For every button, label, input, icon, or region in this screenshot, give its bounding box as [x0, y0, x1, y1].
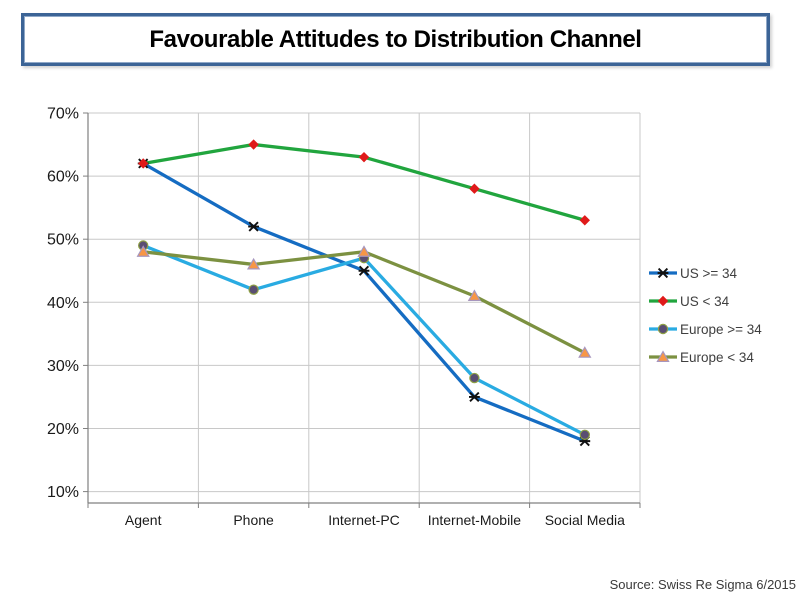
legend-swatch	[649, 295, 677, 307]
circle-marker	[469, 372, 480, 384]
y-axis-tick-label: 60%	[47, 169, 79, 186]
y-axis-tick-label: 70%	[47, 106, 79, 123]
y-axis-tick-label: 30%	[47, 358, 79, 375]
triangle-marker	[357, 245, 371, 257]
diamond-marker	[469, 183, 480, 194]
triangle-marker	[578, 346, 592, 358]
source-note: Source: Swiss Re Sigma 6/2015	[609, 577, 796, 592]
legend-item: Europe < 34	[648, 343, 762, 371]
legend-item: US < 34	[648, 287, 762, 315]
triangle-marker	[246, 257, 261, 270]
y-axis-tick-label: 40%	[47, 295, 79, 312]
diamond-marker	[138, 158, 149, 169]
x-axis-category-label: Phone	[233, 512, 274, 528]
triangle-marker	[656, 350, 670, 362]
x-marker	[248, 221, 259, 232]
triangle-marker	[467, 289, 482, 301]
series-line	[141, 243, 587, 437]
diamond-marker	[248, 139, 259, 150]
legend-item: Europe >= 34	[648, 315, 762, 343]
x-axis-category-label: Internet-Mobile	[428, 512, 522, 528]
diamond-marker	[657, 295, 669, 307]
diamond-marker	[579, 215, 590, 226]
y-axis-tick-label: 20%	[47, 421, 79, 438]
legend-swatch	[649, 267, 677, 279]
chart-title: Favourable Attitudes to Distribution Cha…	[149, 25, 642, 53]
legend-item: US >= 34	[648, 259, 762, 287]
legend-swatch	[649, 323, 677, 335]
legend-label: Europe >= 34	[680, 321, 762, 337]
legend-label: Europe < 34	[680, 349, 754, 365]
x-axis-category-label: Internet-PC	[328, 512, 400, 528]
x-axis-category-label: Agent	[125, 512, 162, 528]
circle-marker	[248, 284, 259, 295]
chart-title-box: Favourable Attitudes to Distribution Cha…	[21, 13, 770, 66]
x-marker	[358, 265, 370, 276]
y-axis-tick-label: 50%	[47, 232, 79, 249]
legend-label: US >= 34	[680, 265, 738, 281]
legend-swatch	[649, 350, 677, 362]
triangle-marker	[136, 245, 150, 257]
circle-marker	[579, 429, 591, 441]
y-axis-tick-label: 10%	[47, 484, 79, 501]
circle-marker	[657, 323, 669, 335]
x-marker	[657, 267, 669, 279]
chart-legend: US >= 34 US < 34 Europe >= 34 Europe < 34	[648, 259, 762, 371]
x-axis-category-label: Social Media	[545, 512, 625, 528]
legend-label: US < 34	[680, 293, 730, 309]
diamond-marker	[358, 151, 370, 163]
x-marker	[469, 391, 480, 403]
